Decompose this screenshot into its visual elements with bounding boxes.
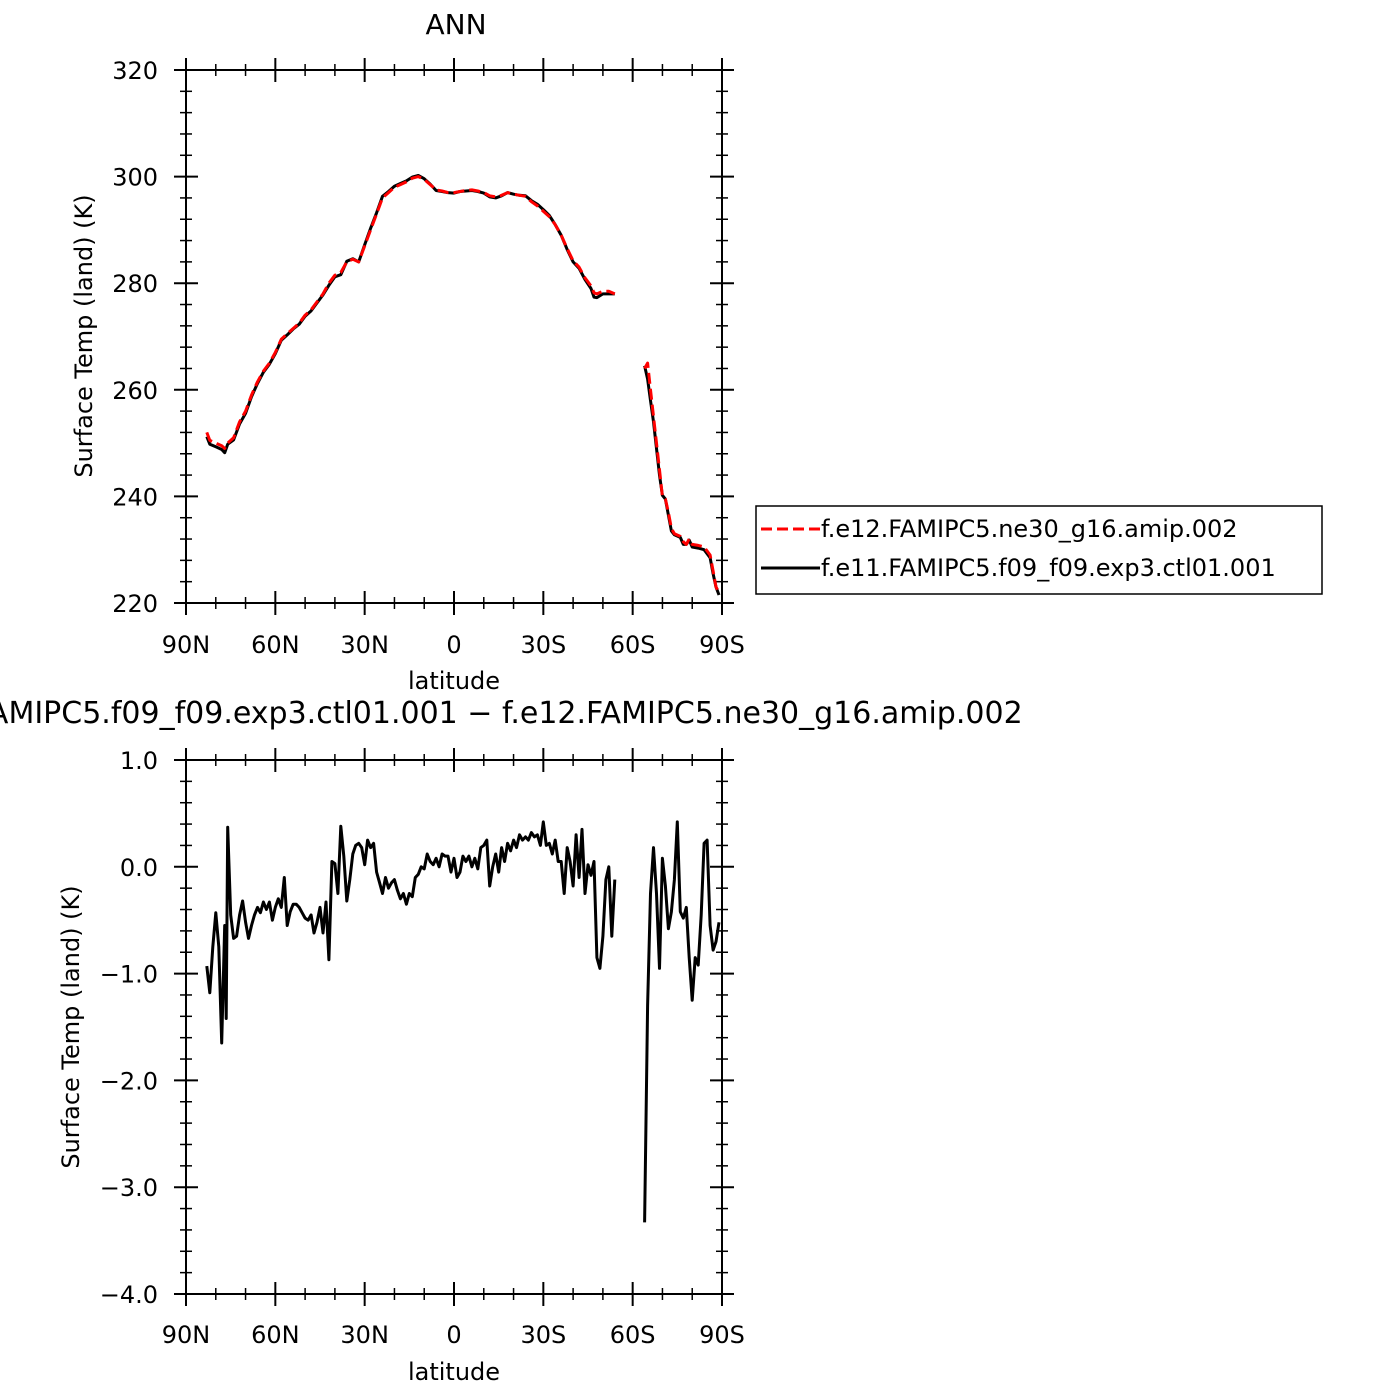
top-ticks xyxy=(174,58,734,615)
top-y-tick-label-1: 240 xyxy=(112,483,158,511)
top-x-tick-label-3: 0 xyxy=(446,631,461,659)
top-series-0-line-segment-1 xyxy=(643,361,721,594)
bottom-ticks xyxy=(174,748,734,1306)
legend-label-0: f.e12.FAMIPC5.ne30_g16.amip.002 xyxy=(821,515,1238,543)
top-y-axis-label: Surface Temp (land) (K) xyxy=(70,194,98,477)
bottom-x-tick-label-0: 90N xyxy=(162,1321,211,1349)
bottom-plot-frame xyxy=(185,759,723,1295)
legend: f.e12.FAMIPC5.ne30_g16.amip.002 f.e11.FA… xyxy=(755,505,1323,595)
top-x-tick-label-2: 30N xyxy=(340,631,389,659)
bottom-x-axis-label: latitude xyxy=(408,1358,500,1386)
top-x-axis-label: latitude xyxy=(408,667,500,695)
bottom-panel: f.e11.FAMIPC5.f09_f09.exp3.ctl01.001 − f… xyxy=(0,696,1023,1386)
top-plot-frame xyxy=(185,69,723,604)
bottom-y-tick-label-2: −2.0 xyxy=(100,1067,158,1095)
bottom-series-0-line-segment-1 xyxy=(643,820,721,1223)
top-y-tick-label-3: 280 xyxy=(112,270,158,298)
top-x-tick-label-4: 30S xyxy=(520,631,566,659)
bottom-y-tick-label-0: −4.0 xyxy=(100,1281,158,1309)
bottom-x-tick-label-5: 60S xyxy=(610,1321,656,1349)
top-y-tick-label-0: 220 xyxy=(112,590,158,618)
bottom-y-tick-label-5: 1.0 xyxy=(120,747,158,775)
top-x-tick-label-6: 90S xyxy=(699,631,745,659)
bottom-series-0-line-segment-0 xyxy=(205,820,617,1045)
top-y-tick-label-2: 260 xyxy=(112,377,158,405)
bottom-x-tick-labels: 90N 60N 30N 0 30S 60S 90S xyxy=(162,1321,745,1349)
top-x-tick-label-1: 60N xyxy=(251,631,300,659)
top-series-1-line-segment-0 xyxy=(205,174,615,455)
legend-box xyxy=(755,505,1323,595)
bottom-x-tick-label-4: 30S xyxy=(520,1321,566,1349)
top-y-tick-label-4: 300 xyxy=(112,164,158,192)
bottom-x-tick-label-6: 90S xyxy=(699,1321,745,1349)
bottom-y-tick-label-1: −3.0 xyxy=(100,1174,158,1202)
bottom-y-tick-label-3: −1.0 xyxy=(100,961,158,989)
bottom-y-tick-labels: −4.0 −3.0 −2.0 −1.0 0.0 1.0 xyxy=(100,747,158,1309)
top-series-1-line-segment-1 xyxy=(643,365,721,596)
bottom-title: f.e11.FAMIPC5.f09_f09.exp3.ctl01.001 − f… xyxy=(0,696,1023,731)
top-y-tick-labels: 220 240 260 280 300 320 xyxy=(112,57,158,618)
bottom-y-tick-label-4: 0.0 xyxy=(120,854,158,882)
top-x-tick-labels: 90N 60N 30N 0 30S 60S 90S xyxy=(162,631,745,659)
top-series-lines xyxy=(205,174,721,596)
top-x-tick-label-5: 60S xyxy=(610,631,656,659)
top-y-tick-label-5: 320 xyxy=(112,57,158,85)
bottom-x-tick-label-2: 30N xyxy=(340,1321,389,1349)
top-title: ANN xyxy=(425,8,486,41)
bottom-x-tick-label-1: 60N xyxy=(251,1321,300,1349)
bottom-series-lines xyxy=(205,820,721,1223)
legend-label-1: f.e11.FAMIPC5.f09_f09.exp3.ctl01.001 xyxy=(821,554,1276,582)
top-series-0-line-segment-0 xyxy=(205,175,616,450)
bottom-y-axis-label: Surface Temp (land) (K) xyxy=(57,885,85,1168)
top-x-tick-label-0: 90N xyxy=(162,631,211,659)
bottom-x-tick-label-3: 0 xyxy=(446,1321,461,1349)
